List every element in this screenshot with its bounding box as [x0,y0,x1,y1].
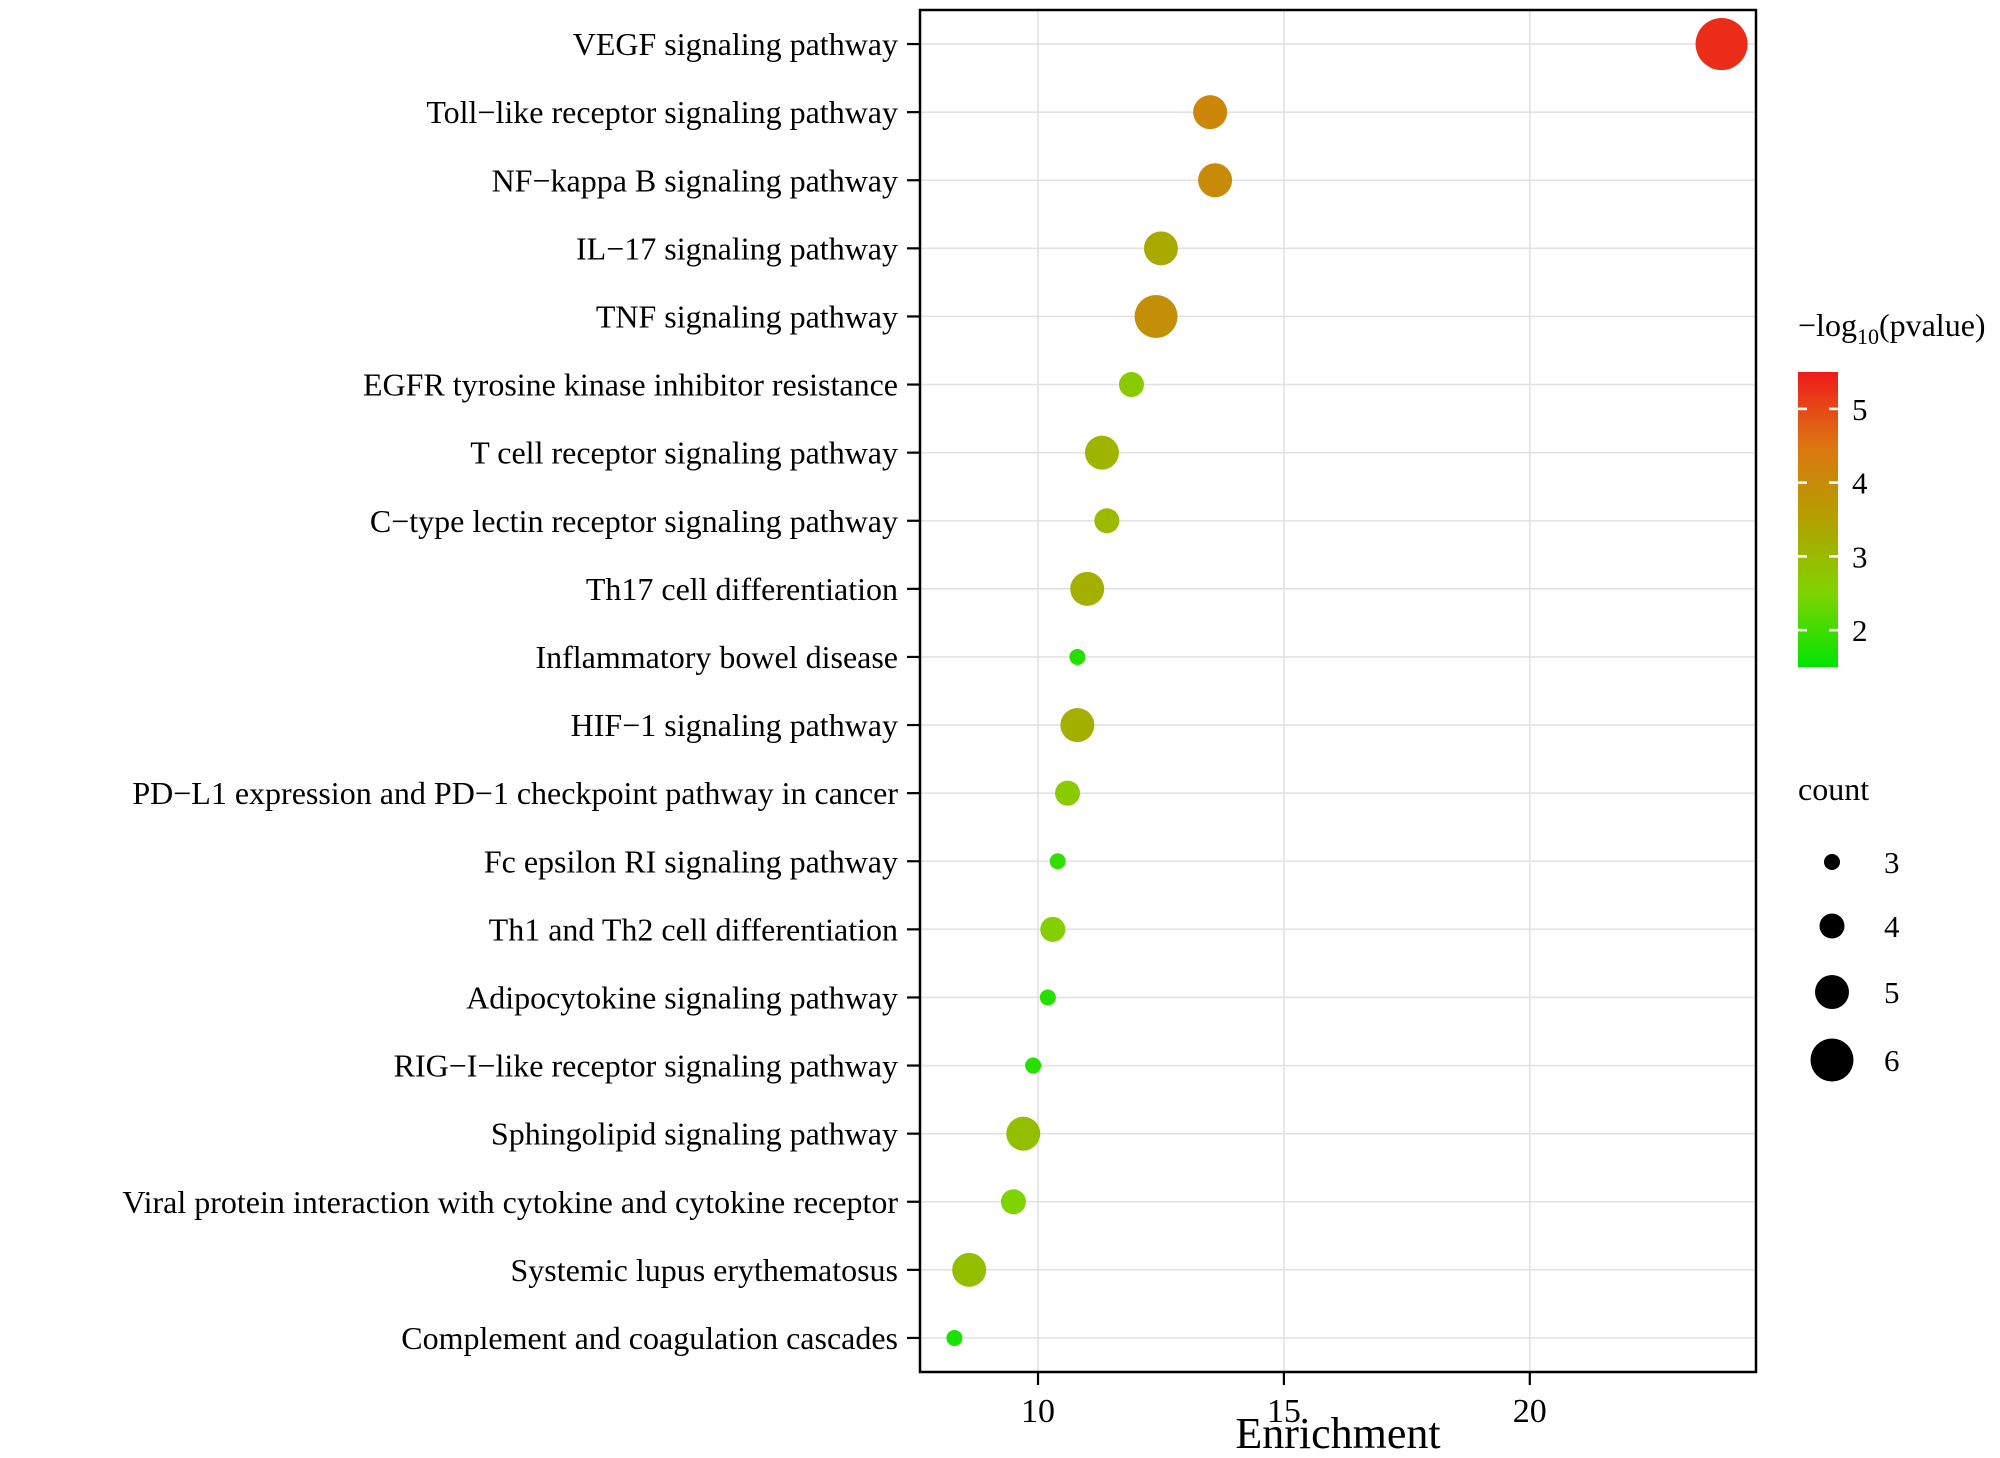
x-tick-label: 20 [1513,1393,1547,1430]
y-axis-label: EGFR tyrosine kinase inhibitor resistanc… [363,367,898,403]
y-axis-label: TNF signaling pathway [596,298,898,334]
y-axis-label: Toll−like receptor signaling pathway [426,94,898,130]
x-axis-title: Enrichment [1235,1409,1440,1458]
y-axis-label: C−type lectin receptor signaling pathway [370,503,898,539]
colorbar-tick-label: 5 [1852,392,1868,427]
colorbar-tick-label: 4 [1852,466,1868,501]
y-axis-label: RIG−I−like receptor signaling pathway [394,1048,898,1084]
panel-border [918,8,1758,1374]
pathway-dot [1193,95,1228,130]
y-axis-label: Complement and coagulation cascades [401,1320,898,1356]
y-axis-label: Inflammatory bowel disease [535,639,898,675]
pathway-dot [1055,780,1081,806]
pvalue-colorbar [1798,372,1838,667]
y-axis-label: IL−17 signaling pathway [576,230,898,266]
y-axis-label: Systemic lupus erythematosus [510,1252,898,1288]
y-axis-label: NF−kappa B signaling pathway [492,162,898,198]
pathway-dot [1000,1189,1026,1215]
y-axis-label: PD−L1 expression and PD−1 checkpoint pat… [132,775,898,811]
pathway-dot [1695,18,1748,71]
size-legend-label: 5 [1884,975,1900,1010]
pathway-dot [1070,571,1105,606]
y-axis-label: Adipocytokine signaling pathway [466,979,898,1015]
pathway-dot [1198,163,1233,198]
y-axis-label: VEGF signaling pathway [573,26,898,62]
pathway-dot [1134,294,1178,338]
pathway-dot [1006,1116,1041,1151]
pathway-dot [946,1329,963,1346]
y-axis-label: Th1 and Th2 cell differentiation [489,911,898,947]
size-legend-label: 3 [1884,845,1900,880]
pathway-dot [952,1252,987,1287]
plot-panel [920,10,1756,1372]
size-legend-dot [1815,975,1849,1009]
pathway-dot [1143,231,1178,266]
size-legend-dot [1810,1038,1854,1082]
pathway-dot [1084,435,1119,470]
pathway-dot [1118,372,1144,398]
x-tick-label: 10 [1021,1393,1055,1430]
pathway-dot [1039,989,1056,1006]
size-legend-dot [1819,913,1845,939]
y-axis-label: Fc epsilon RI signaling pathway [484,843,898,879]
size-legend-title: count [1798,771,1869,807]
colorbar-tick-label: 2 [1852,613,1868,648]
x-tick-label: 15 [1267,1393,1301,1430]
pathway-dot [1094,508,1120,534]
size-legend-dot [1824,854,1840,870]
y-axis-label: Sphingolipid signaling pathway [491,1116,898,1152]
colorbar-tick-label: 3 [1852,539,1868,574]
size-legend-label: 6 [1884,1043,1900,1078]
pathway-dot [1049,853,1066,870]
y-axis-label: T cell receptor signaling pathway [470,435,898,471]
pathway-dot [1040,916,1066,942]
pathway-dot [1060,708,1095,743]
y-axis-label: Th17 cell differentiation [586,571,898,607]
color-legend-title: −log10(pvalue) [1798,307,1986,349]
y-axis-label: HIF−1 signaling pathway [571,707,898,743]
size-legend-label: 4 [1884,909,1900,944]
pathway-dot [1069,648,1086,665]
y-axis-label: Viral protein interaction with cytokine … [122,1184,898,1220]
pathway-dot [1025,1057,1042,1074]
